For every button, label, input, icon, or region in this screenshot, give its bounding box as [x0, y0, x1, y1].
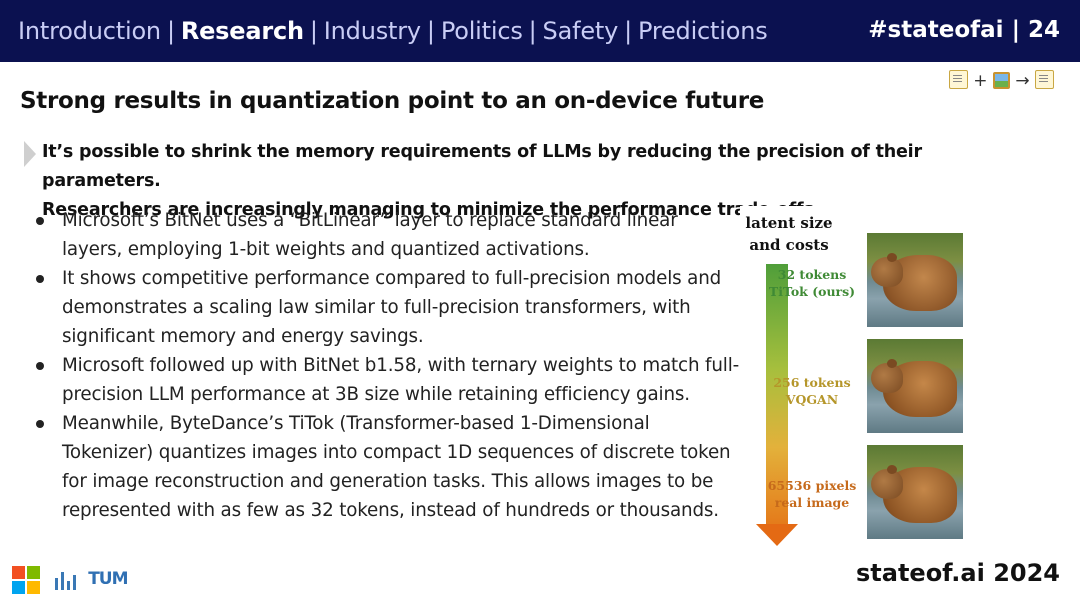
figure-label-vqgan: 256 tokens VQGAN: [767, 374, 857, 408]
bear-head-shape: [871, 363, 903, 393]
tum-logo: TUM: [88, 569, 128, 589]
nav-separator: |: [426, 17, 435, 45]
figure-label-line: 65536 pixels: [767, 478, 857, 493]
callout-line: It’s possible to shrink the memory requi…: [42, 142, 922, 191]
footer-logos: TUM: [12, 566, 129, 596]
section-nav: Introduction | Research | Industry | Politics |…: [18, 17, 768, 45]
nav-item-politics[interactable]: Politics: [440, 17, 523, 45]
bullet-item: It shows competitive performance compare…: [32, 264, 742, 351]
figure-heading-line: and costs: [749, 236, 829, 254]
bear-ear-shape: [887, 465, 897, 474]
bullet-list: Microsoft’s BitNet uses a “BitLinear” la…: [32, 206, 742, 525]
bear-image-real: [867, 445, 963, 539]
arrow-sign: →: [1015, 71, 1030, 91]
titok-figure: latent size and costs 32 tokens TiTok (o…: [740, 206, 970, 551]
figure-label-real-image: 65536 pixels real image: [767, 477, 857, 511]
bullet-item: Microsoft’s BitNet uses a “BitLinear” la…: [32, 206, 742, 264]
bear-head-shape: [871, 257, 903, 287]
figure-label-titok: 32 tokens TiTok (ours): [767, 266, 857, 300]
tum-bars-icon: [55, 570, 77, 590]
nav-item-introduction[interactable]: Introduction: [18, 17, 161, 45]
figure-heading-line: latent size: [745, 214, 833, 232]
bullet-item: Microsoft followed up with BitNet b1.58,…: [32, 351, 742, 409]
gradient-arrow-shaft: [766, 264, 788, 526]
figure-label-line: 32 tokens: [777, 267, 847, 282]
slide-title: Strong results in quantization point to …: [20, 88, 765, 114]
bear-ear-shape: [887, 253, 897, 262]
figure-label-line: 256 tokens: [773, 375, 851, 390]
bear-ear-shape: [887, 359, 897, 368]
figure-label-line: TiTok (ours): [768, 284, 856, 299]
figure-heading: latent size and costs: [744, 212, 834, 256]
framed-picture-icon: [992, 72, 1010, 89]
memo-icon: [1035, 70, 1054, 89]
nav-item-safety[interactable]: Safety: [542, 17, 619, 45]
callout-arrow-icon: [24, 141, 36, 167]
callout-line: Researchers are increasingly managing to…: [42, 200, 821, 220]
modality-icons: + →: [948, 70, 1054, 91]
figure-label-line: real image: [774, 495, 850, 510]
callout: It’s possible to shrink the memory requi…: [24, 138, 1004, 225]
nav-item-predictions[interactable]: Predictions: [638, 17, 768, 45]
memo-icon: [948, 70, 968, 89]
figure-label-line: VQGAN: [785, 392, 839, 407]
microsoft-logo: [12, 566, 40, 594]
nav-item-industry[interactable]: Industry: [323, 17, 421, 45]
nav-separator: |: [624, 17, 632, 45]
bullet-item: Meanwhile, ByteDance’s TiTok (Transforme…: [32, 409, 742, 525]
plus-sign: +: [973, 71, 988, 91]
footer-tag: stateof.ai 2024: [855, 559, 1060, 587]
nav-separator: |: [309, 17, 318, 45]
nav-item-research[interactable]: Research: [180, 17, 304, 45]
bear-head-shape: [871, 469, 903, 499]
bear-image-titok: [867, 233, 963, 327]
down-arrow-icon: [756, 524, 798, 546]
header-bar: Introduction | Research | Industry | Politics |…: [0, 0, 1080, 62]
nav-separator: |: [528, 17, 537, 45]
bear-image-vqgan: [867, 339, 963, 433]
slide-tag: #stateofai | 24: [868, 17, 1060, 43]
nav-separator: |: [166, 17, 175, 45]
